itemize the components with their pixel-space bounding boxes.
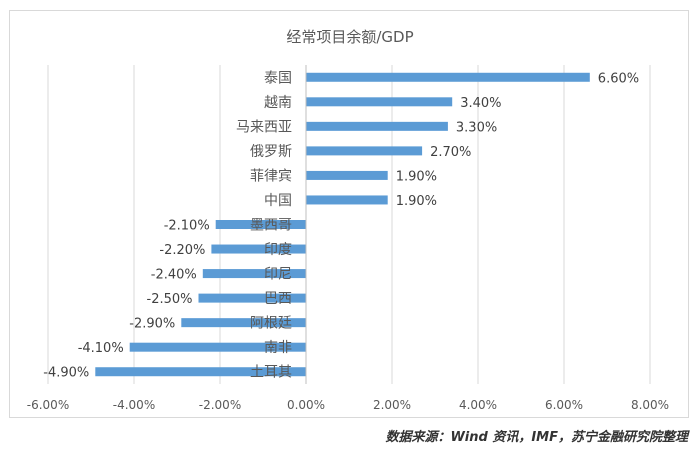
category-label: 印尼 xyxy=(264,267,292,283)
category-label: 土耳其 xyxy=(250,365,292,381)
data-label: -2.40% xyxy=(151,268,197,283)
category-label: 巴西 xyxy=(264,291,292,307)
x-tick-label: -4.00% xyxy=(113,398,155,412)
category-label: 墨西哥 xyxy=(250,218,292,234)
bar xyxy=(306,72,590,82)
data-label: 1.90% xyxy=(396,169,437,184)
source-note: 数据来源：Wind 资讯，IMF，苏宁金融研究院整理 xyxy=(385,430,688,445)
data-label: 3.30% xyxy=(456,120,497,135)
bar xyxy=(306,121,448,131)
category-label: 中国 xyxy=(264,193,292,209)
x-tick-label: 8.00% xyxy=(631,398,669,412)
category-label: 菲律宾 xyxy=(250,168,292,184)
category-label: 南非 xyxy=(264,340,292,356)
category-label: 印度 xyxy=(264,242,292,258)
data-label: -2.20% xyxy=(159,243,205,258)
bar-chart: 经常项目余额/GDP 泰国 6.60% 越南 3.40% 马来西亚 3.30% 俄罗斯 2.7… xyxy=(27,28,669,412)
category-label: 俄罗斯 xyxy=(250,144,292,160)
data-label: -2.10% xyxy=(164,219,210,234)
chart-title: 经常项目余额/GDP xyxy=(286,28,413,46)
x-tick-label: -6.00% xyxy=(27,398,69,412)
bar xyxy=(306,170,388,180)
data-label: 2.70% xyxy=(430,145,471,160)
bar xyxy=(129,342,306,352)
x-tick-label: -2.00% xyxy=(199,398,241,412)
x-tick-label: 0.00% xyxy=(287,398,325,412)
category-label: 阿根廷 xyxy=(250,316,292,332)
data-label: 6.60% xyxy=(598,71,639,86)
data-label: -4.90% xyxy=(43,366,89,381)
data-label: -2.90% xyxy=(129,317,175,332)
category-label: 泰国 xyxy=(264,70,292,86)
bar xyxy=(306,195,388,205)
bar xyxy=(306,97,453,107)
bar xyxy=(198,293,306,303)
data-label: 3.40% xyxy=(460,96,501,111)
x-tick-label: 6.00% xyxy=(545,398,583,412)
bar xyxy=(215,220,306,229)
data-label: -2.50% xyxy=(147,292,193,307)
chart-frame: 经常项目余额/GDP 泰国 6.60% 越南 3.40% 马来西亚 3.30% 俄罗斯 2.7… xyxy=(9,10,689,418)
bar xyxy=(211,244,306,254)
x-tick-label: 2.00% xyxy=(373,398,411,412)
bar xyxy=(202,269,306,279)
x-tick-label: 4.00% xyxy=(459,398,497,412)
bar xyxy=(306,146,423,156)
bar xyxy=(95,367,306,377)
data-label: 1.90% xyxy=(396,194,437,209)
category-label: 越南 xyxy=(264,95,292,111)
category-label: 马来西亚 xyxy=(236,119,292,135)
bar xyxy=(181,318,306,328)
data-label: -4.10% xyxy=(78,341,124,356)
